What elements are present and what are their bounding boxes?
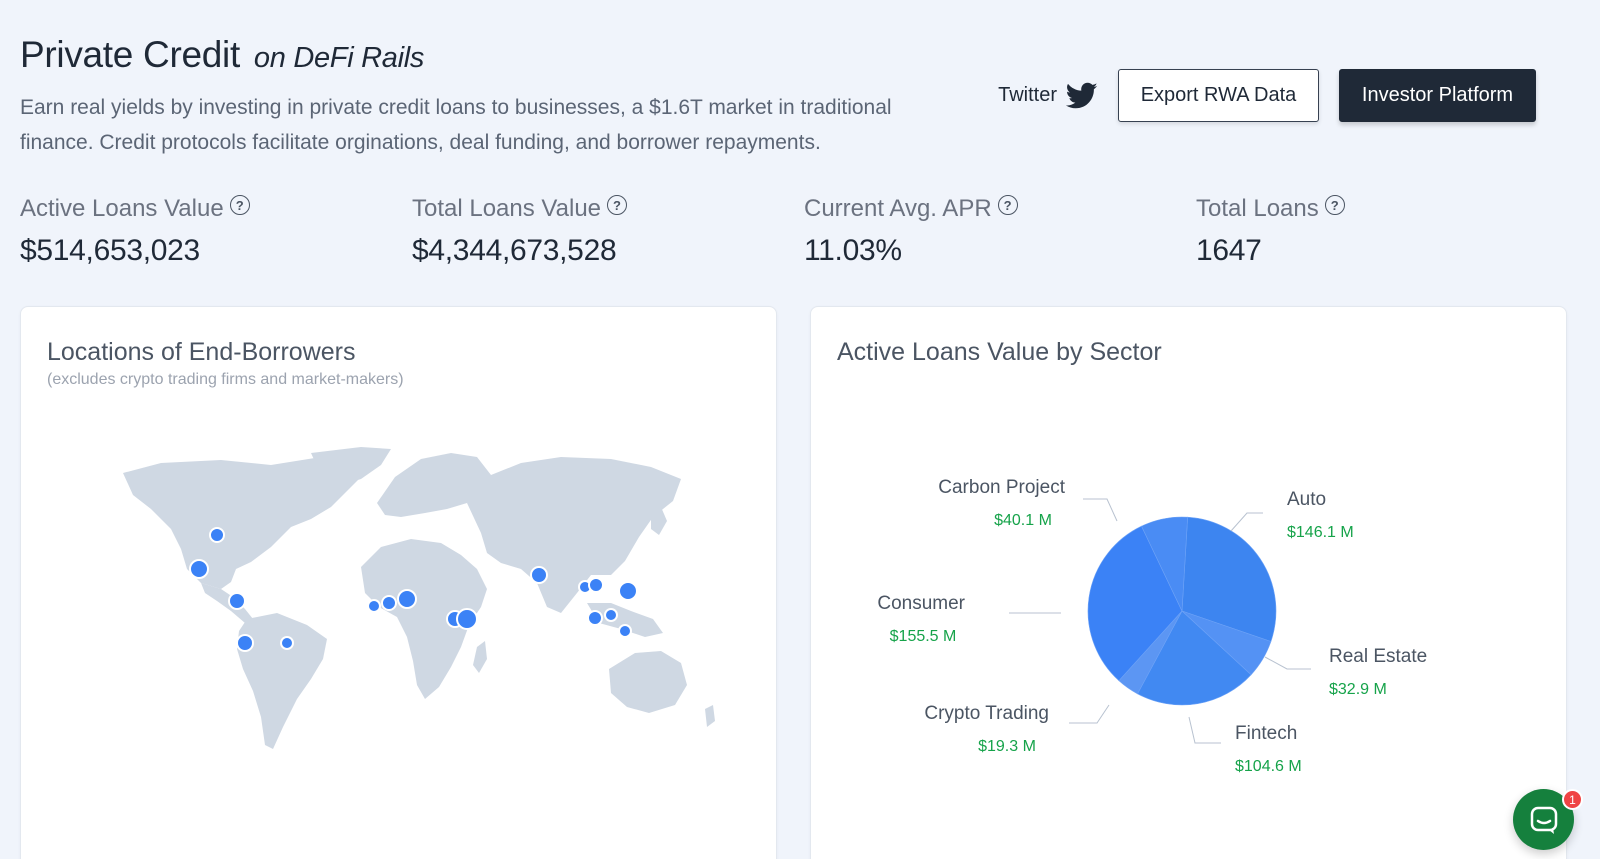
- pie-leader-line: [1069, 704, 1110, 724]
- continent-europe: [377, 453, 491, 517]
- sector-pie-chart: Auto $146.1 M Real Estate $32.9 M Fintech $10…: [877, 477, 1427, 775]
- stat-label-wrap: Total Loans Value ?: [412, 192, 804, 226]
- help-icon[interactable]: ?: [607, 195, 628, 215]
- pie-slice-carbon-project[interactable]: [1141, 516, 1188, 613]
- stat-label: Active Loans Value: [20, 195, 224, 222]
- map-card-subtitle: (excludes crypto trading firms and marke…: [47, 371, 404, 388]
- map-marker[interactable]: [367, 599, 381, 613]
- pie-slices: [1087, 516, 1277, 706]
- page-description: Earn real yields by investing in private…: [20, 96, 892, 154]
- stat-label: Current Avg. APR: [804, 195, 992, 222]
- stats-row: Active Loans Value ? $514,653,023 Total …: [20, 192, 1588, 268]
- stat-label-wrap: Current Avg. APR ?: [804, 192, 1196, 226]
- pie-label-value: $146.1 M: [1287, 524, 1354, 541]
- stat-value: 1647: [1196, 234, 1262, 267]
- borrower-markers: [189, 527, 638, 652]
- header-actions: Twitter Export RWA Data Investor Platfor…: [998, 69, 1536, 122]
- twitter-label: Twitter: [998, 84, 1057, 106]
- continent-africa: [361, 539, 487, 699]
- pie-slice-consumer[interactable]: [1087, 525, 1183, 682]
- pie-label-value: $155.5 M: [890, 628, 957, 645]
- page-header: Private Credit on DeFi Rails Earn real y…: [20, 34, 980, 160]
- pie-label-name: Crypto Trading: [924, 703, 1049, 724]
- pie-slice-fintech[interactable]: [1137, 610, 1252, 706]
- pie-label-value: $32.9 M: [1329, 681, 1387, 698]
- pie-label-name: Auto: [1287, 489, 1326, 510]
- map-marker[interactable]: [618, 581, 638, 601]
- pie-leader-line: [1188, 716, 1221, 744]
- stat-total-loans-value: Total Loans Value ? $4,344,673,528: [412, 192, 804, 268]
- help-icon[interactable]: ?: [1324, 195, 1345, 215]
- continent-madagascar: [473, 641, 487, 673]
- continent-central-america: [201, 583, 253, 623]
- continent-new-zealand: [705, 705, 715, 727]
- help-icon[interactable]: ?: [229, 195, 250, 215]
- continent-greenland: [311, 447, 391, 485]
- map-marker[interactable]: [189, 559, 209, 579]
- pie-leader-line: [1083, 498, 1118, 522]
- stat-value: $4,344,673,528: [412, 234, 617, 267]
- map-marker[interactable]: [381, 595, 397, 611]
- continent-australia: [609, 651, 687, 713]
- page-title-main: Private Credit: [20, 34, 240, 75]
- map-marker[interactable]: [280, 636, 294, 650]
- world-map: [123, 447, 715, 749]
- continents: [123, 447, 715, 749]
- sector-card-title: Active Loans Value by Sector: [837, 338, 1162, 366]
- twitter-link[interactable]: Twitter: [998, 82, 1098, 110]
- pie-label-name: Real Estate: [1329, 646, 1427, 667]
- stat-label: Total Loans: [1196, 195, 1319, 222]
- stat-current-avg-apr: Current Avg. APR ? 11.03%: [804, 192, 1196, 268]
- stat-label: Total Loans Value: [412, 195, 602, 222]
- stat-label-wrap: Active Loans Value ?: [20, 192, 412, 226]
- map-card-title: Locations of End-Borrowers: [47, 338, 356, 366]
- chat-bubble-icon: [1530, 806, 1557, 834]
- map-marker[interactable]: [456, 608, 478, 630]
- export-rwa-data-button[interactable]: Export RWA Data: [1118, 69, 1319, 122]
- pie-slice-auto[interactable]: [1181, 516, 1277, 642]
- help-icon[interactable]: ?: [997, 195, 1018, 215]
- pie-label-name: Carbon Project: [938, 477, 1065, 498]
- pie-label-value: $19.3 M: [978, 738, 1036, 755]
- pie-leader-line: [1264, 656, 1311, 670]
- map-marker[interactable]: [587, 610, 603, 626]
- stat-active-loans-value: Active Loans Value ? $514,653,023: [20, 192, 412, 268]
- continent-japan: [651, 507, 667, 535]
- stat-value: 11.03%: [804, 234, 902, 267]
- pie-label-value: $40.1 M: [994, 512, 1052, 529]
- map-marker[interactable]: [228, 592, 246, 610]
- stat-value: $514,653,023: [20, 234, 200, 267]
- investor-platform-button[interactable]: Investor Platform: [1339, 69, 1536, 122]
- pie-leader-line: [1230, 512, 1263, 532]
- map-marker[interactable]: [209, 527, 225, 543]
- map-marker[interactable]: [397, 589, 417, 609]
- map-marker[interactable]: [236, 634, 254, 652]
- page-title-suffix: on DeFi Rails: [253, 42, 425, 74]
- continent-north-america: [123, 453, 369, 589]
- page-title: Private Credit on DeFi Rails: [20, 34, 980, 76]
- continent-asia: [467, 457, 681, 613]
- chat-notification-badge: 1: [1562, 789, 1583, 810]
- stat-label-wrap: Total Loans ?: [1196, 192, 1588, 226]
- map-marker[interactable]: [530, 566, 548, 584]
- twitter-icon: [1066, 82, 1098, 108]
- continent-south-america: [237, 613, 327, 749]
- pie-label-name: Consumer: [877, 593, 965, 614]
- map-marker[interactable]: [604, 608, 618, 622]
- pie-label-name: Fintech: [1235, 723, 1297, 744]
- stat-total-loans: Total Loans ? 1647: [1196, 192, 1588, 268]
- map-marker[interactable]: [618, 624, 632, 638]
- map-marker[interactable]: [588, 577, 604, 593]
- sector-chart-card: Active Loans Value by Sector Auto $146.1 …: [810, 306, 1567, 859]
- pie-label-value: $104.6 M: [1235, 758, 1302, 775]
- pie-labels: Auto $146.1 M Real Estate $32.9 M Fintech $10…: [877, 477, 1427, 775]
- borrower-locations-card: Locations of End-Borrowers (excludes cry…: [20, 306, 777, 859]
